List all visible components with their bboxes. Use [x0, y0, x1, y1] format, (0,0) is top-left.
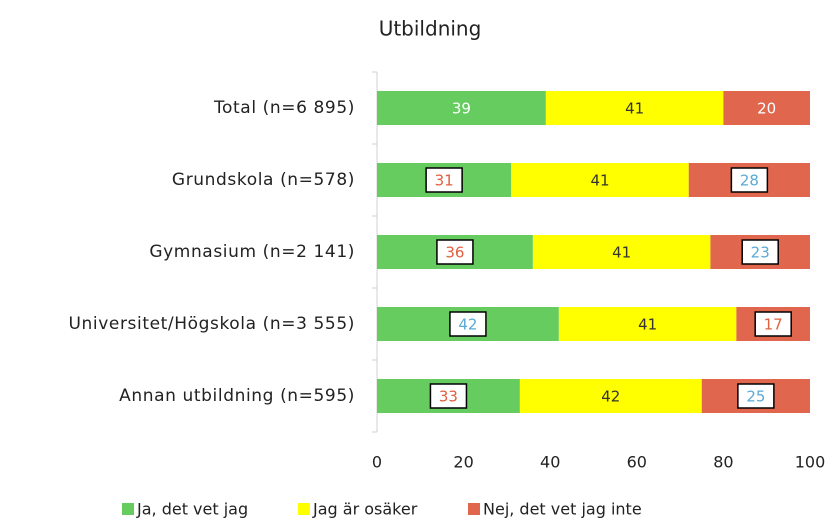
data-label: 36	[445, 244, 464, 262]
data-label: 42	[601, 388, 620, 406]
bar-segment	[545, 91, 724, 125]
data-label: 42	[458, 316, 477, 334]
data-label: 33	[439, 388, 458, 406]
category-label: Universitet/Högskola (n=3 555)	[68, 314, 355, 334]
data-label: 20	[757, 100, 776, 118]
label-box	[741, 239, 779, 265]
data-label: 39	[452, 100, 471, 118]
bar-segment	[723, 91, 810, 125]
label-box	[730, 167, 769, 193]
x-tick-label: 100	[795, 453, 826, 472]
label-box	[737, 383, 775, 409]
bar-segment	[532, 235, 711, 269]
bar-segment	[519, 379, 702, 413]
data-label: 41	[625, 100, 644, 118]
data-label: 41	[612, 244, 631, 262]
x-tick-label: 20	[453, 453, 473, 472]
label-box	[449, 311, 487, 337]
bar-segment	[558, 307, 737, 341]
data-label: 41	[590, 172, 609, 190]
data-label: 23	[751, 244, 770, 262]
label-box	[429, 383, 468, 409]
legend-swatch	[298, 503, 310, 515]
category-label: Total (n=6 895)	[213, 98, 355, 118]
x-tick-label: 80	[713, 453, 733, 472]
label-box	[436, 239, 474, 265]
data-label: 17	[764, 316, 783, 334]
category-label: Grundskola (n=578)	[172, 170, 355, 190]
legend-label: Nej, det vet jag inte	[483, 500, 642, 519]
category-label: Gymnasium (n=2 141)	[149, 242, 355, 262]
chart-title: Utbildning	[379, 17, 482, 41]
x-tick-label: 60	[627, 453, 647, 472]
data-label: 41	[638, 316, 657, 334]
legend-label: Ja, det vet jag	[136, 500, 248, 519]
data-label: 31	[435, 172, 454, 190]
bar-segment	[377, 91, 546, 125]
legend-swatch	[122, 503, 134, 515]
x-tick-label: 0	[372, 453, 382, 472]
category-label: Annan utbildning (n=595)	[119, 386, 355, 406]
data-label: 28	[740, 172, 759, 190]
legend-swatch	[468, 503, 480, 515]
label-box	[754, 311, 792, 337]
x-tick-label: 40	[540, 453, 560, 472]
bar-segment	[511, 163, 689, 197]
label-box	[425, 167, 463, 193]
data-label: 25	[746, 388, 765, 406]
legend-label: Jag är osäker	[312, 500, 418, 519]
